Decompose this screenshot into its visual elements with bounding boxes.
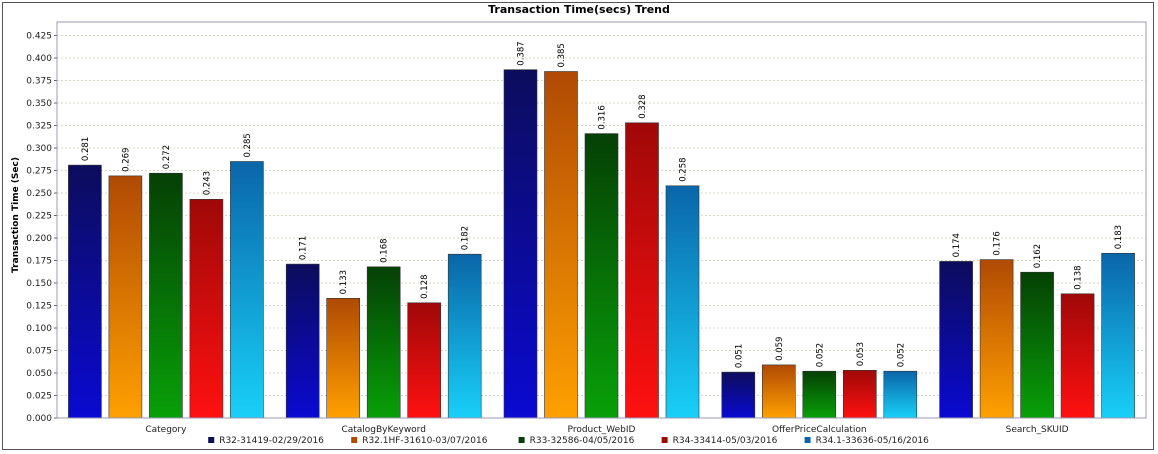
data-label: 0.328: [638, 94, 648, 118]
legend-swatch: [208, 437, 215, 443]
data-label: 0.174: [952, 233, 962, 257]
legend-item: R34.1-33636-05/16/2016: [804, 436, 930, 446]
legend-label: R34-33414-05/03/2016: [673, 436, 778, 446]
y-axis-label: Transaction Time (Sec): [11, 157, 21, 273]
data-label: 0.052: [896, 343, 906, 367]
legend-swatch: [804, 437, 811, 443]
legend-item: R32.1HF-31610-03/07/2016: [351, 436, 488, 446]
y-tick-label: 0.125: [26, 302, 52, 312]
category-label: Category: [145, 425, 187, 435]
category-label: CatalogByKeyword: [341, 425, 426, 435]
y-tick-label: 0.425: [26, 32, 52, 42]
bar: [68, 164, 102, 419]
bars: [68, 69, 1135, 419]
bar: [149, 172, 183, 419]
bar: [189, 199, 224, 419]
data-label: 0.162: [1033, 244, 1043, 268]
data-label: 0.053: [856, 342, 866, 366]
y-tick-label: 0.175: [26, 257, 52, 267]
bar: [939, 261, 973, 419]
bar: [1020, 271, 1054, 419]
data-label: 0.133: [339, 270, 349, 294]
legend-label: R33-32586-04/05/2016: [530, 436, 635, 446]
bar: [1060, 293, 1095, 419]
data-label: 0.052: [815, 343, 825, 367]
data-label: 0.182: [461, 226, 471, 250]
legend-label: R32.1HF-31610-03/07/2016: [362, 436, 488, 446]
data-label: 0.387: [517, 41, 527, 65]
bar: [230, 161, 264, 419]
data-labels: 0.281 0.269 0.272 0.243 0.285 0.171 0.133 0.168…: [81, 41, 1124, 368]
y-tick-label: 0.050: [26, 369, 52, 379]
y-tick-label: 0.075: [26, 347, 52, 357]
category-label: OfferPriceCalculation: [772, 425, 867, 435]
category-label: Search_SKUID: [1006, 425, 1069, 435]
bar: [407, 302, 442, 419]
bar: [883, 370, 918, 419]
bar: [544, 71, 578, 419]
legend-label: R34.1-33636-05/16/2016: [816, 436, 930, 446]
bar: [665, 185, 700, 419]
bar: [761, 364, 796, 419]
data-label: 0.138: [1074, 265, 1084, 289]
legend-item: R32-31419-02/29/2016: [208, 436, 324, 446]
bar: [625, 122, 659, 419]
y-tick-label: 0.000: [26, 414, 52, 424]
y-tick-label: 0.300: [26, 144, 52, 154]
category-labels: Category CatalogByKeyword Product_WebID Off…: [145, 425, 1068, 435]
bar: [802, 370, 837, 419]
data-label: 0.128: [420, 274, 430, 298]
data-label: 0.168: [380, 238, 390, 262]
data-label: 0.176: [993, 231, 1003, 255]
bar: [979, 259, 1014, 419]
y-tick-label: 0.025: [26, 392, 52, 402]
data-label: 0.183: [1114, 225, 1124, 249]
bar: [503, 69, 538, 419]
y-tick-label: 0.350: [26, 99, 52, 109]
data-label: 0.269: [121, 148, 131, 172]
category-label: Product_WebID: [568, 425, 636, 435]
plot-area: [56, 21, 1147, 419]
legend: R32-31419-02/29/2016 R32.1HF-31610-03/07/…: [208, 436, 929, 446]
data-label: 0.281: [81, 137, 91, 161]
data-label: 0.258: [679, 157, 689, 181]
bar: [326, 297, 361, 419]
y-tick-label: 0.275: [26, 167, 52, 177]
y-tick-label: 0.400: [26, 54, 52, 64]
bar: [721, 371, 756, 419]
bar: [842, 369, 877, 419]
y-tick-label: 0.100: [26, 324, 52, 334]
y-tick-label: 0.375: [26, 77, 52, 87]
legend-swatch: [661, 437, 668, 443]
data-label: 0.385: [557, 43, 567, 67]
bar: [366, 266, 401, 419]
data-label: 0.059: [775, 337, 785, 361]
data-label: 0.243: [202, 171, 212, 195]
y-tick-label: 0.250: [26, 189, 52, 199]
y-tick-label: 0.225: [26, 212, 52, 222]
data-label: 0.272: [162, 145, 172, 169]
data-label: 0.285: [243, 133, 253, 157]
bar: [108, 175, 143, 419]
legend-swatch: [518, 437, 525, 443]
data-label: 0.171: [299, 236, 309, 260]
bar: [1101, 253, 1135, 419]
legend-item: R34-33414-05/03/2016: [661, 436, 778, 446]
y-axis-ticks: 0.000 0.025 0.050 0.075 0.100 0.125 0.150 0.175…: [26, 32, 57, 424]
y-tick-label: 0.150: [26, 279, 52, 289]
y-tick-label: 0.200: [26, 234, 52, 244]
legend-label: R32-31419-02/29/2016: [219, 436, 324, 446]
chart-title: Transaction Time(secs) Trend: [488, 3, 670, 16]
bar: [584, 133, 619, 419]
data-label: 0.316: [598, 105, 608, 129]
legend-swatch: [351, 437, 358, 443]
bar: [285, 263, 320, 419]
bar: [447, 253, 482, 419]
legend-item: R33-32586-04/05/2016: [518, 436, 635, 446]
data-label: 0.051: [734, 344, 744, 368]
y-tick-label: 0.325: [26, 122, 52, 132]
